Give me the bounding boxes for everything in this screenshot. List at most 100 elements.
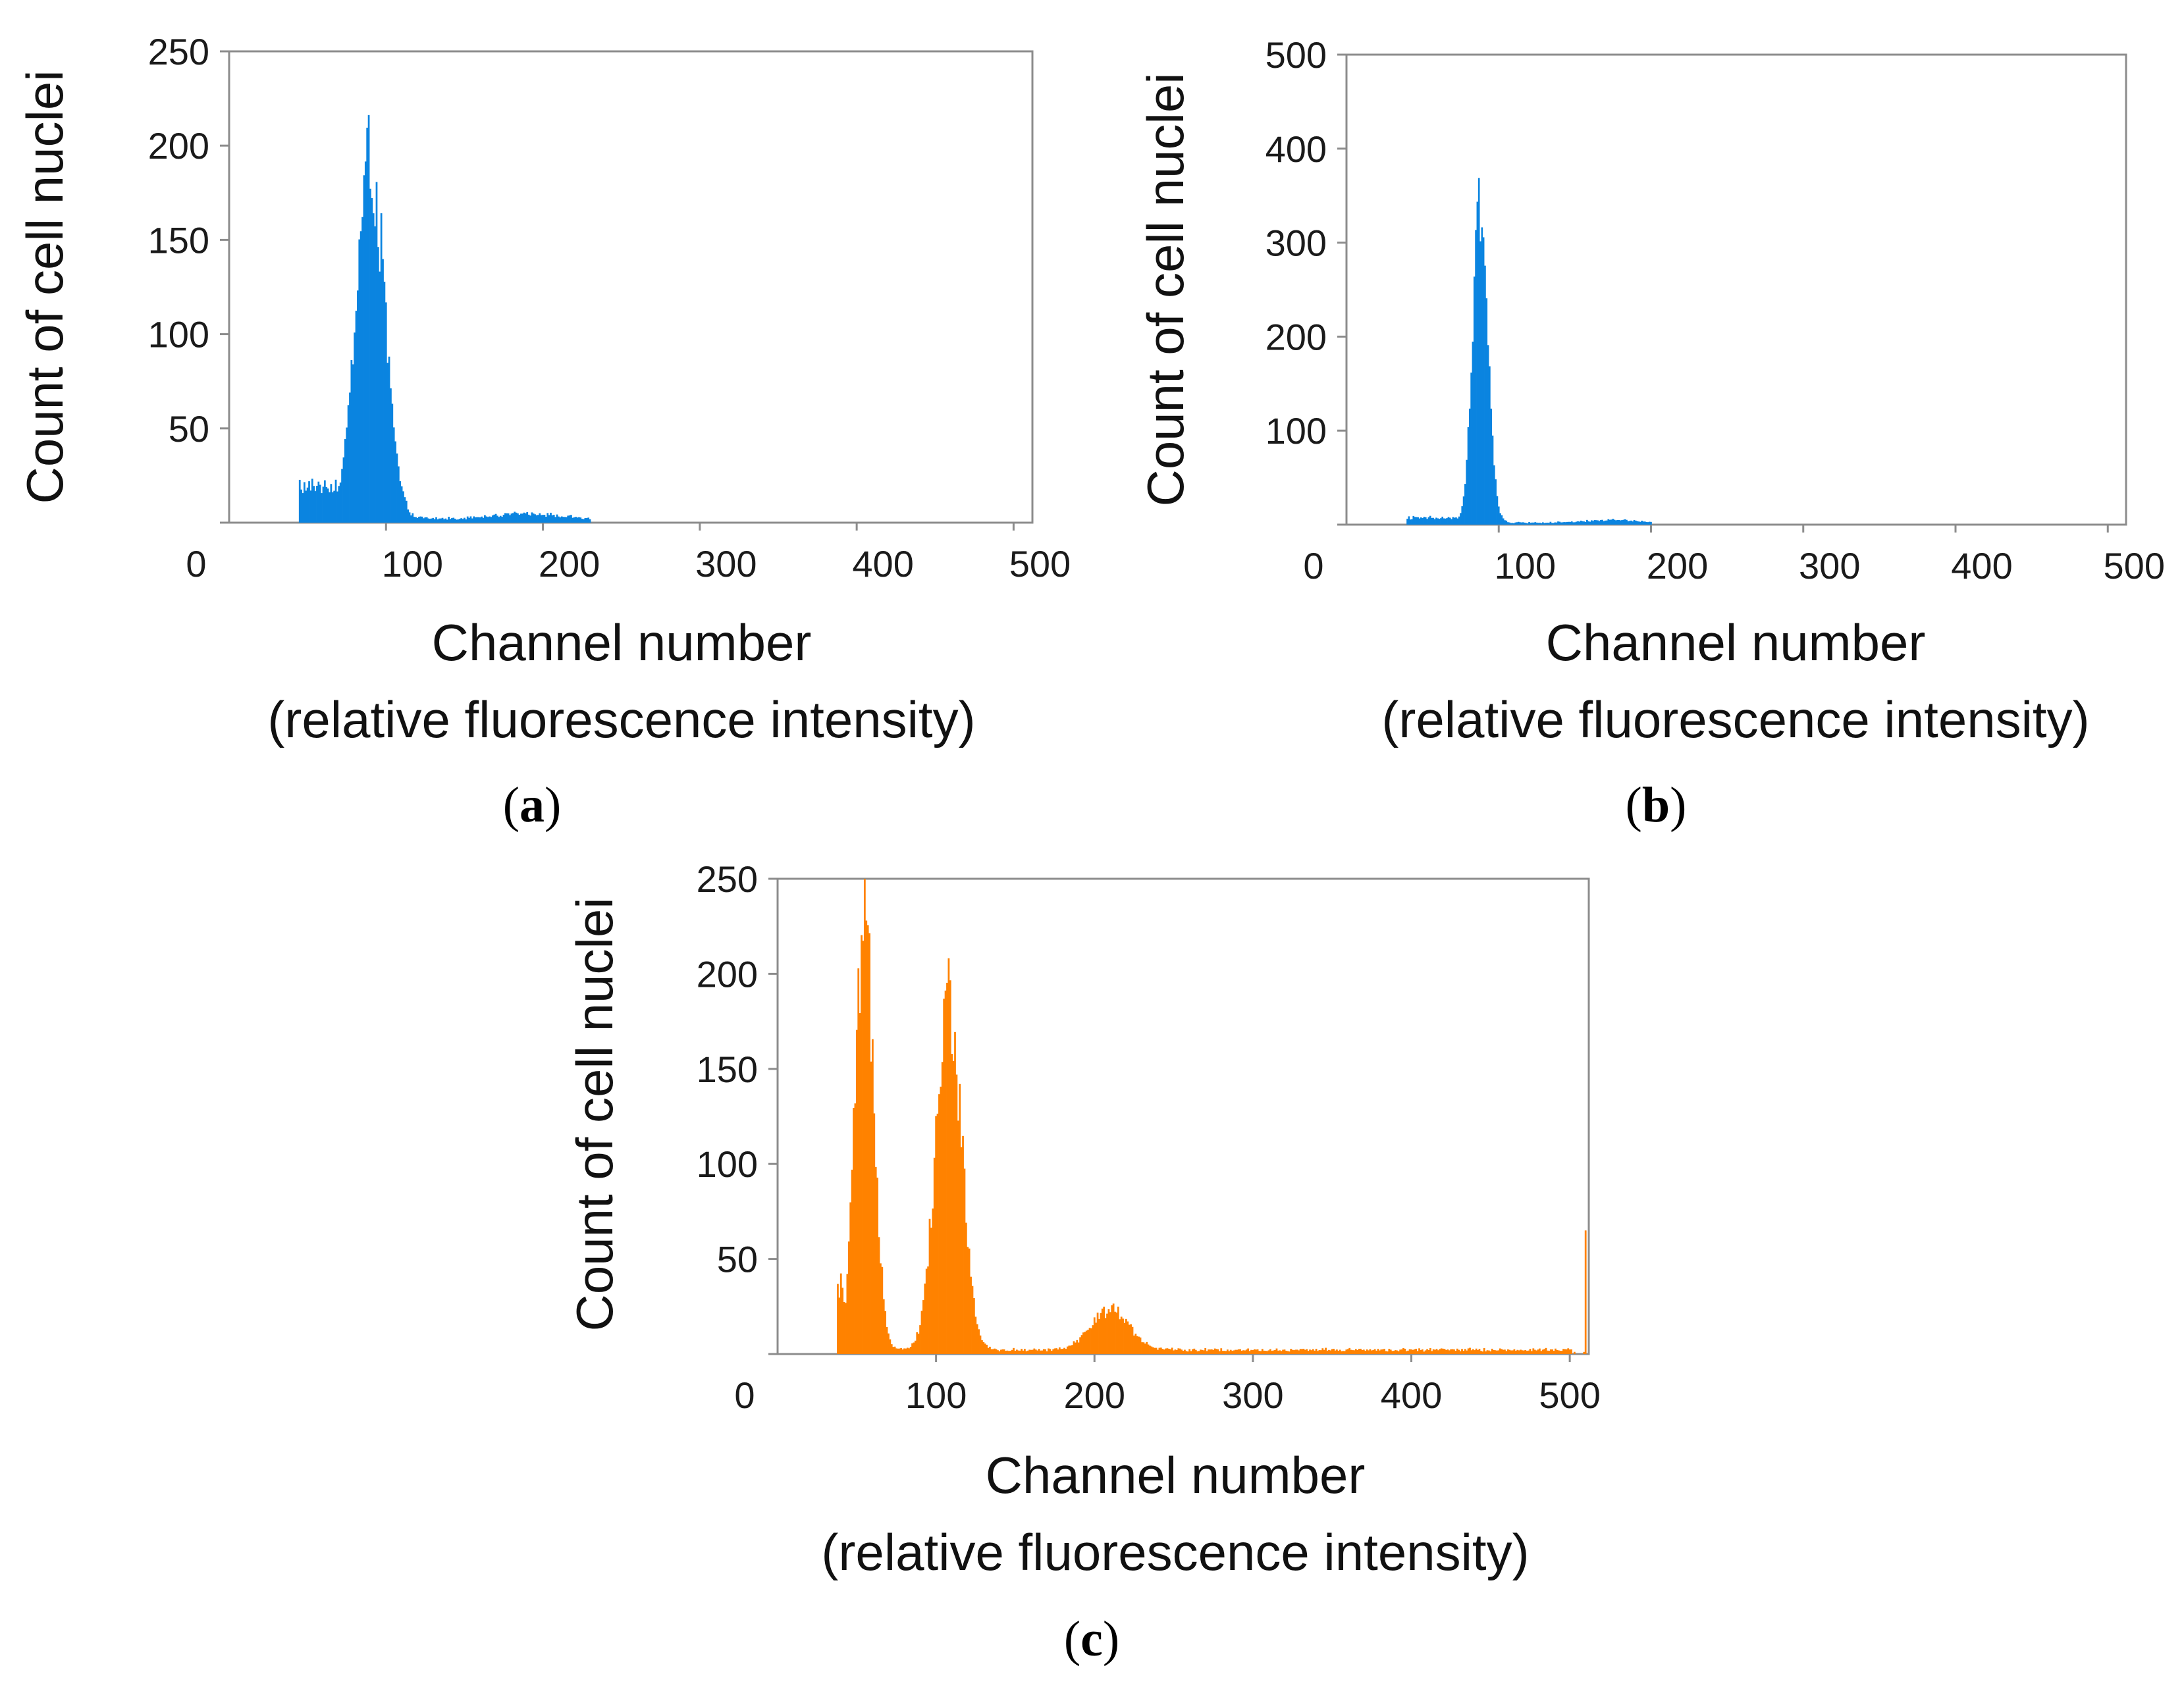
histogram-bar — [1360, 1348, 1362, 1354]
histogram-bar — [1161, 1349, 1164, 1354]
y-tick-label: 500 — [1265, 34, 1327, 76]
histogram-bar — [1237, 1349, 1240, 1354]
histogram-bar — [1533, 522, 1535, 525]
histogram-bar — [1342, 1351, 1345, 1354]
histogram-bar — [1120, 1317, 1123, 1354]
histogram-bar — [364, 161, 367, 523]
histogram-bar — [1171, 1347, 1173, 1354]
histogram-bar — [1026, 1350, 1029, 1354]
histogram-bar — [448, 517, 450, 523]
histogram-bar — [1040, 1350, 1042, 1354]
histogram-bar — [1580, 520, 1582, 525]
histogram-bar — [1516, 522, 1518, 525]
histogram-bar — [970, 1276, 972, 1354]
histogram-bar — [1606, 520, 1608, 525]
histogram-bar — [1213, 1348, 1216, 1354]
histogram-bar — [314, 491, 317, 523]
histogram-bar — [933, 1157, 936, 1354]
histogram-bar — [1408, 516, 1410, 525]
histogram-bar — [1057, 1349, 1059, 1354]
histogram-bar — [1366, 1349, 1368, 1354]
histogram-bar — [336, 491, 338, 523]
histogram-bar — [1564, 522, 1567, 525]
histogram-bar — [1583, 1351, 1585, 1354]
histogram-bar — [1196, 1351, 1199, 1354]
histogram-bar — [1630, 520, 1632, 525]
histogram-bar — [1239, 1349, 1242, 1354]
histogram-bar — [1549, 1349, 1552, 1354]
x-axis-label-c: Channel number — [986, 1446, 1366, 1504]
histogram-bar — [905, 1348, 907, 1354]
histogram-bar — [927, 1266, 929, 1354]
histogram-bar — [323, 480, 326, 523]
histogram-bar — [1009, 1351, 1012, 1354]
histogram-bar — [440, 518, 442, 523]
histogram-bar — [457, 519, 460, 523]
histogram-bar — [487, 517, 489, 523]
histogram-bar — [1431, 517, 1433, 525]
histogram-bar — [1077, 1342, 1080, 1354]
histogram-bar — [464, 517, 466, 523]
histogram-bar — [1540, 1351, 1543, 1354]
histogram-bar — [1541, 522, 1544, 525]
histogram-bar — [1255, 1349, 1258, 1354]
histogram-bar — [851, 1169, 853, 1354]
histogram-bar — [1326, 1350, 1329, 1354]
histogram-bar — [1060, 1349, 1063, 1354]
histogram-bar — [1119, 1319, 1121, 1354]
histogram-bar — [1310, 1350, 1313, 1354]
histogram-bar — [402, 491, 404, 523]
histogram-bar — [1560, 1351, 1563, 1354]
histogram-bar — [1426, 1349, 1428, 1354]
histogram-bar — [396, 453, 398, 523]
histogram-bar — [1420, 1349, 1422, 1354]
histogram-bar — [1380, 1349, 1383, 1354]
histogram-bar — [1341, 1351, 1343, 1354]
histogram-bar — [1513, 523, 1515, 525]
histogram-bar — [1346, 1349, 1349, 1354]
histogram-bar — [1636, 521, 1639, 525]
histogram-bar — [1633, 520, 1636, 525]
histogram-bar — [1572, 522, 1574, 525]
histogram-bar — [1190, 1351, 1192, 1354]
histogram-bar — [1337, 1350, 1340, 1354]
histogram-bar — [1464, 1349, 1466, 1354]
histogram-bar — [1041, 1350, 1044, 1354]
histogram-bar — [1441, 516, 1444, 525]
histogram-bar — [1495, 479, 1497, 525]
histogram-bar — [1530, 1351, 1533, 1354]
histogram-bar — [333, 490, 336, 523]
histogram-bar — [1139, 1337, 1142, 1354]
histogram-bar — [1007, 1351, 1010, 1354]
histogram-bar — [1327, 1349, 1330, 1354]
histogram-bar — [1409, 519, 1412, 525]
histogram-bar — [946, 983, 948, 1354]
histogram-bar — [1042, 1349, 1045, 1354]
histogram-bar — [521, 513, 523, 523]
histogram-bar — [562, 517, 564, 523]
histogram-bar — [1525, 523, 1528, 525]
histogram-bar — [1306, 1349, 1308, 1354]
histogram-bar — [1545, 1347, 1547, 1354]
histogram-bar — [560, 516, 563, 523]
histogram-bar — [1502, 1349, 1505, 1354]
histogram-bar — [938, 1094, 940, 1354]
histogram-bar — [1383, 1349, 1385, 1354]
histogram-bar — [360, 231, 362, 523]
histogram-bar — [987, 1347, 990, 1354]
histogram-bar — [1104, 1318, 1107, 1354]
histogram-bar — [1142, 1342, 1145, 1354]
histogram-bar — [897, 1348, 899, 1354]
histogram-bar — [1336, 1349, 1338, 1354]
histogram-bar — [862, 941, 865, 1354]
histogram-bars-c — [837, 879, 1587, 1354]
x-tick-label: 200 — [539, 543, 600, 585]
histogram-bar — [1505, 520, 1508, 525]
histogram-bar — [443, 519, 445, 523]
histogram-bar — [1541, 1349, 1544, 1354]
y-tick-label: 200 — [148, 125, 209, 167]
y-tick-label: 300 — [1265, 222, 1327, 264]
histogram-bar — [1217, 1349, 1219, 1354]
histogram-bar — [532, 513, 535, 523]
histogram-bar — [437, 519, 439, 523]
